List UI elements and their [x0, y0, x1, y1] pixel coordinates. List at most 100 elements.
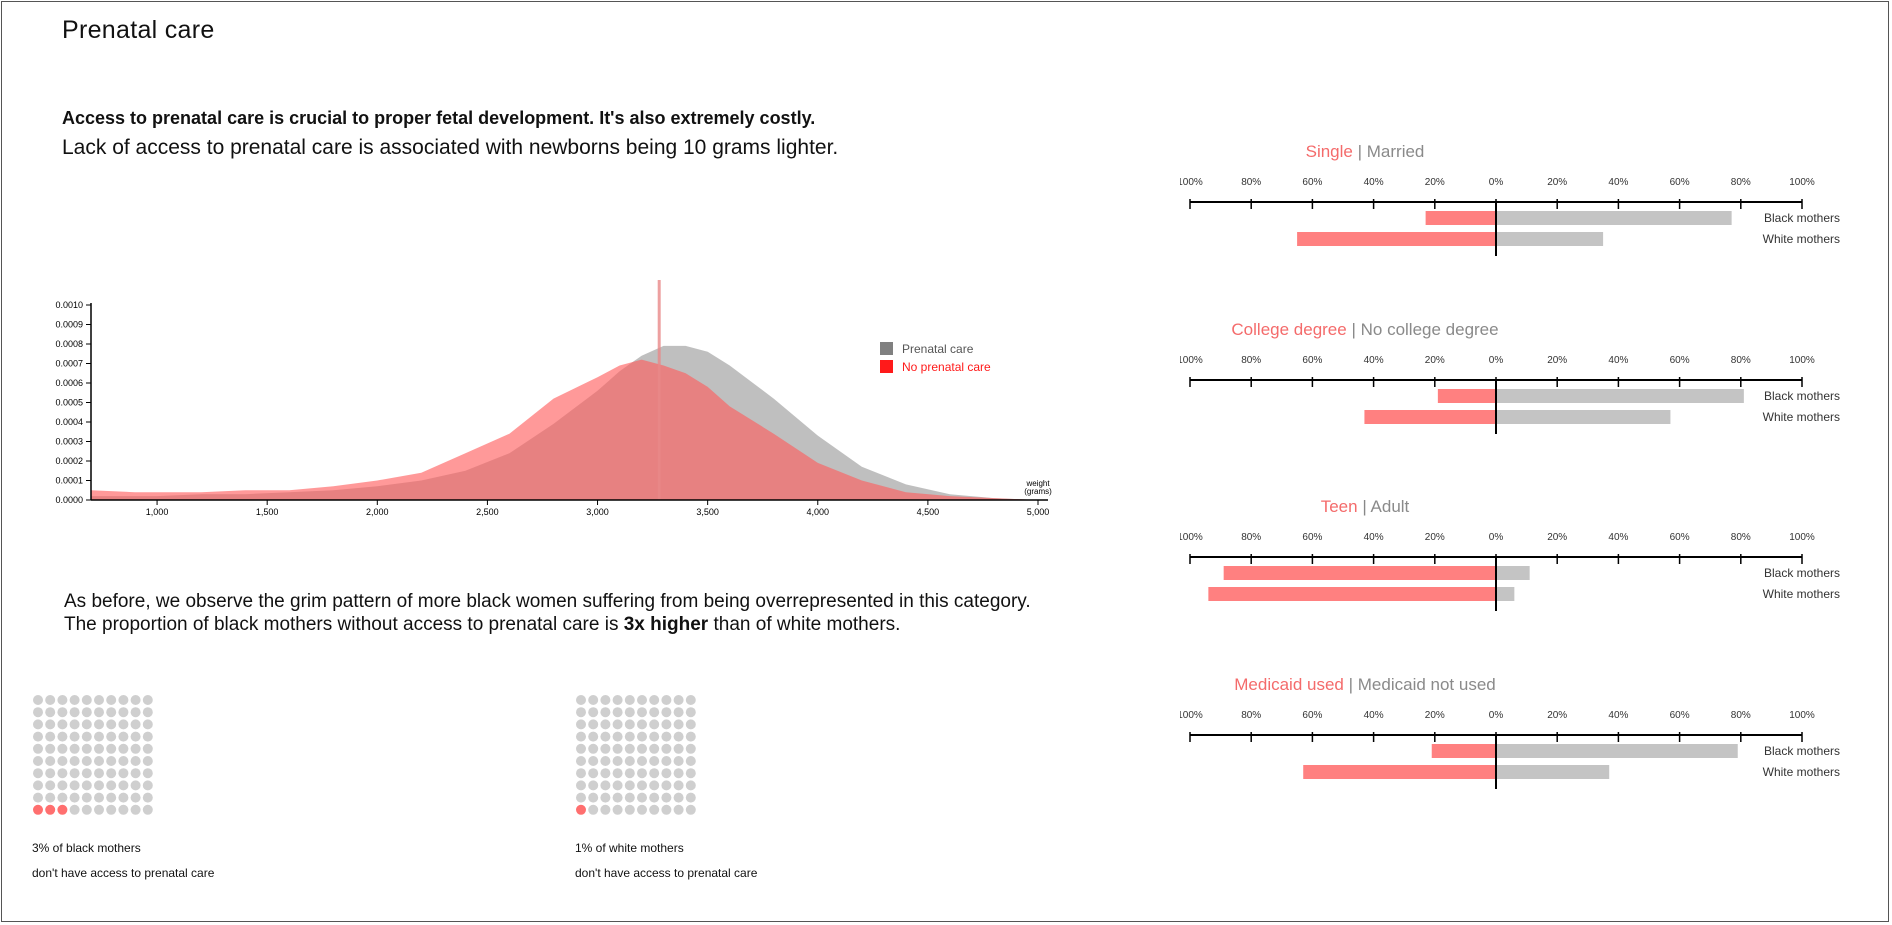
waffle-dot	[118, 743, 129, 754]
waffle-dot	[57, 719, 68, 730]
tick-label: 20%	[1425, 710, 1445, 721]
waffle-dot	[624, 804, 635, 815]
waffle-dot	[576, 719, 586, 730]
waffle-dot	[637, 731, 647, 742]
waffle-dot	[624, 743, 635, 754]
waffle-dot	[33, 743, 43, 754]
waffle-dot	[624, 768, 635, 779]
waffle-dot	[57, 695, 68, 705]
waffle-dot	[661, 804, 672, 815]
waffle-dot	[637, 695, 647, 705]
tick-label: 80%	[1241, 532, 1261, 543]
tick-label: 80%	[1731, 532, 1751, 543]
bar-left	[1431, 744, 1496, 758]
waffle-dot	[661, 768, 672, 779]
tick-label: 20%	[1547, 355, 1567, 366]
waffle-dot-highlighted	[33, 804, 43, 815]
pattern-line-2-pre: The proportion of black mothers without …	[64, 614, 624, 635]
waffle-dot	[600, 707, 611, 718]
x-tick-label: 3,000	[586, 507, 609, 517]
x-tick-label: 1,000	[146, 507, 169, 517]
waffle-dot	[33, 719, 43, 730]
tick-label: 100%	[1789, 355, 1815, 366]
waffle-dot	[106, 707, 117, 718]
y-tick-label: 0.0003	[55, 437, 83, 447]
x-tick-label: 2,500	[476, 507, 499, 517]
waffle-dot	[588, 768, 599, 779]
waffle-dot	[624, 695, 635, 705]
waffle-dot	[576, 768, 586, 779]
waffle-dot	[637, 792, 647, 803]
category-label: White mothers	[1763, 587, 1840, 601]
waffle-dot	[81, 768, 92, 779]
x-axis-label: weight	[1025, 479, 1050, 488]
category-label: White mothers	[1763, 410, 1840, 424]
waffle-dot	[600, 731, 611, 742]
waffle-dot	[118, 804, 129, 815]
waffle-dot	[637, 804, 647, 815]
waffle-dot	[142, 792, 153, 803]
waffle-dot	[130, 780, 141, 791]
waffle-dot	[624, 780, 635, 791]
tick-label: 20%	[1425, 355, 1445, 366]
panel-left-label: Single	[1305, 142, 1353, 161]
waffle-dot	[130, 719, 141, 730]
waffle-dot	[130, 792, 141, 803]
x-axis-label: (grams)	[1024, 487, 1052, 496]
waffle-dot	[600, 768, 611, 779]
waffle-dot	[661, 780, 672, 791]
waffle-caption-black-1: 3% of black mothers	[32, 841, 141, 855]
panel-left-label: Teen	[1320, 497, 1358, 516]
pattern-line-1: As before, we observe the grim pattern o…	[64, 591, 1031, 612]
category-label: Black mothers	[1764, 744, 1840, 758]
waffle-dot	[685, 756, 696, 766]
waffle-dot	[45, 768, 56, 779]
panel-title: Single | Married	[1180, 142, 1550, 162]
waffle-dot	[673, 780, 684, 791]
waffle-dot	[45, 780, 56, 791]
tick-label: 0%	[1489, 355, 1504, 366]
waffle-dot	[57, 780, 68, 791]
waffle-dot	[130, 756, 141, 766]
bar-right	[1496, 765, 1610, 779]
waffle-dot	[81, 719, 92, 730]
waffle-dot	[649, 768, 660, 779]
bar-left	[1208, 587, 1496, 601]
waffle-dot	[637, 756, 647, 766]
waffle-dot	[685, 695, 696, 705]
waffle-dot	[57, 707, 68, 718]
tick-label: 40%	[1364, 532, 1384, 543]
waffle-dot	[130, 804, 141, 815]
waffle-dot	[588, 792, 599, 803]
waffle-dot	[45, 707, 56, 718]
bar-right	[1496, 587, 1515, 601]
waffle-dot	[81, 756, 92, 766]
waffle-dot	[142, 804, 153, 815]
waffle-dot	[588, 719, 599, 730]
tick-label: 60%	[1670, 177, 1690, 188]
tick-label: 60%	[1670, 532, 1690, 543]
page-title: Prenatal care	[62, 16, 215, 44]
waffle-dot	[142, 707, 153, 718]
waffle-dot	[624, 792, 635, 803]
tick-label: 80%	[1241, 177, 1261, 188]
waffle-dot	[600, 695, 611, 705]
waffle-dot	[661, 743, 672, 754]
x-tick-label: 1,500	[256, 507, 279, 517]
tick-label: 80%	[1241, 710, 1261, 721]
waffle-dot	[685, 719, 696, 730]
waffle-caption-white-1: 1% of white mothers	[575, 841, 684, 855]
pattern-line-2-post: than of white mothers.	[708, 614, 901, 635]
waffle-dot	[57, 731, 68, 742]
waffle-dot	[588, 743, 599, 754]
pattern-highlight: 3x higher	[623, 614, 709, 635]
waffle-dot	[94, 768, 104, 779]
tick-label: 20%	[1547, 532, 1567, 543]
waffle-dot	[673, 695, 684, 705]
waffle-dot	[649, 804, 660, 815]
panel-sep: |	[1351, 320, 1356, 339]
waffle-dot	[649, 731, 660, 742]
waffle-dot	[118, 768, 129, 779]
bar-left	[1437, 389, 1496, 403]
